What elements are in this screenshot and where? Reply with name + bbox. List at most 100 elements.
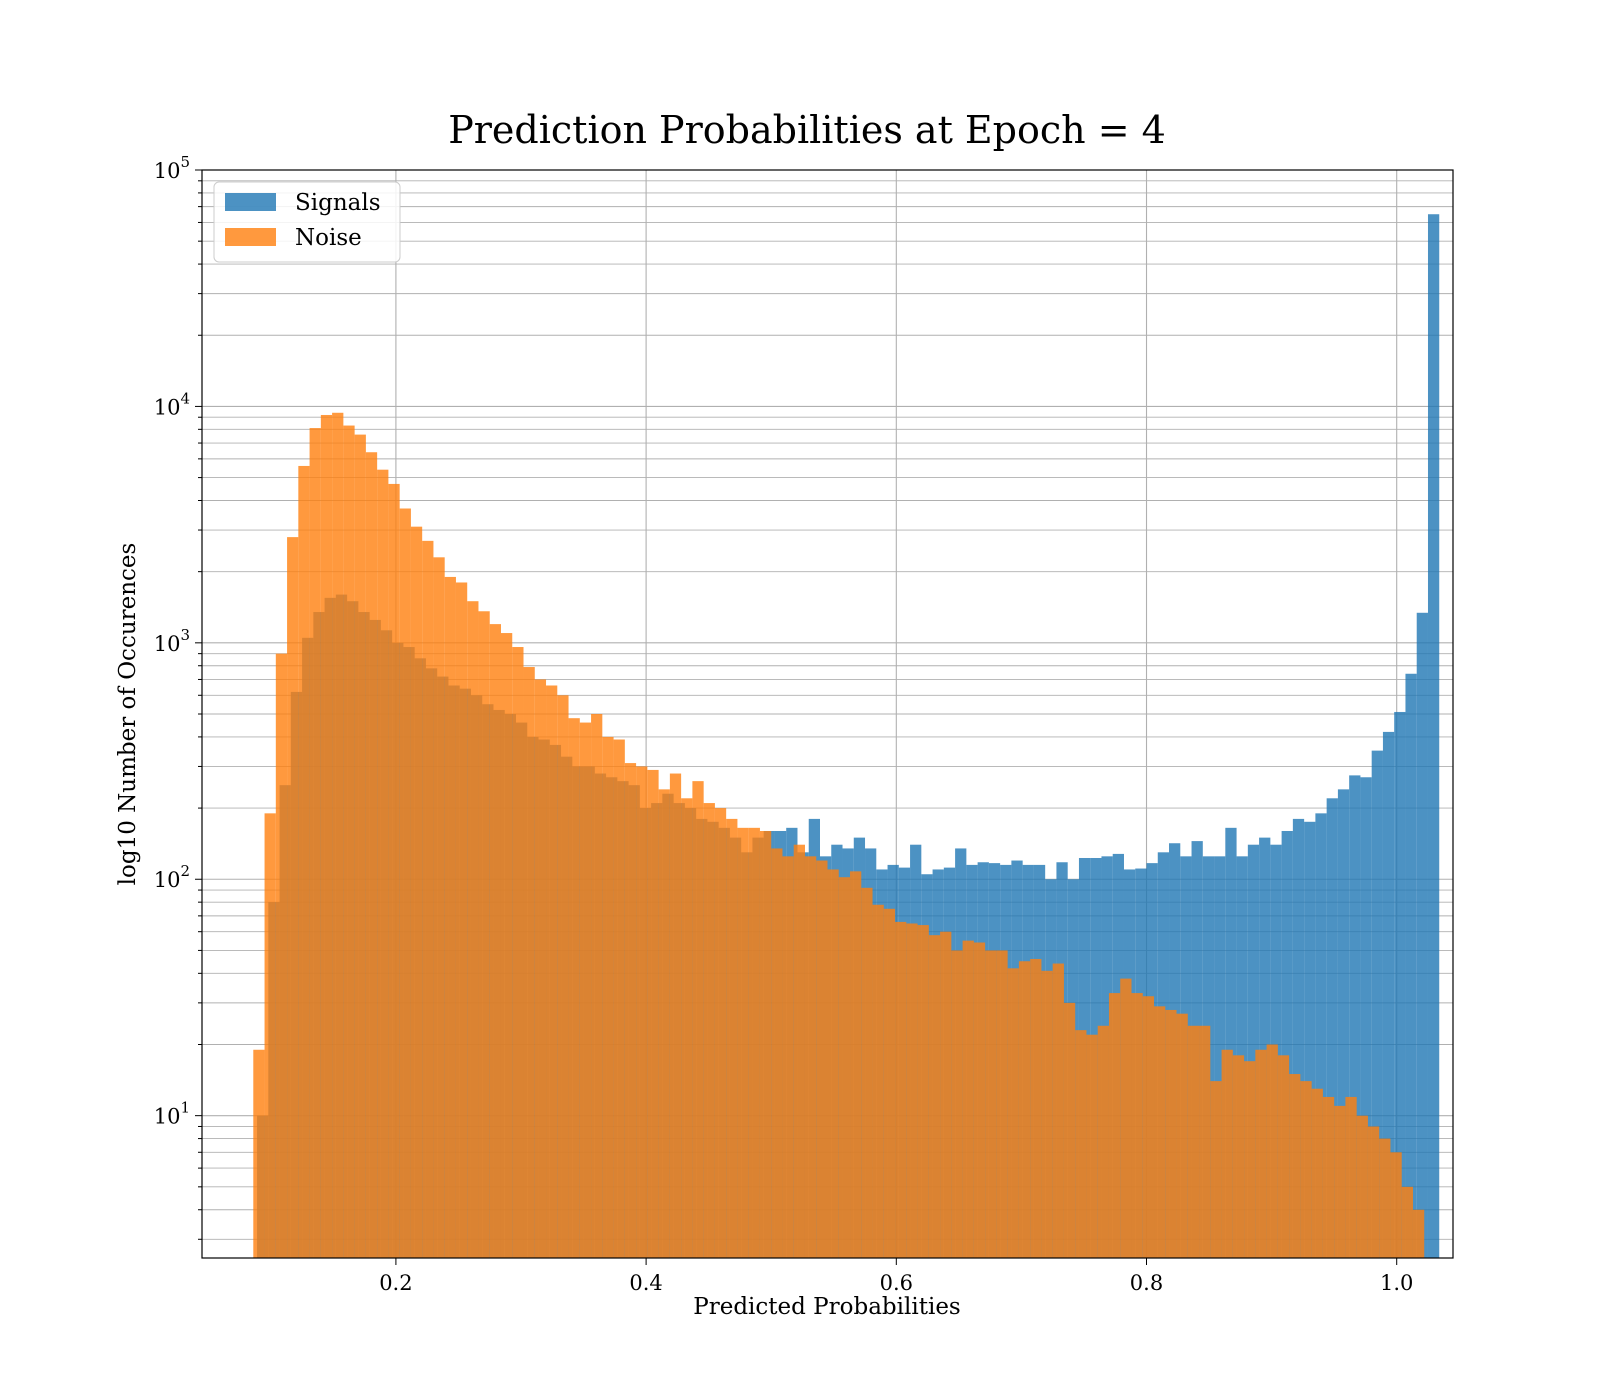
histogram-bar: [1405, 673, 1417, 1258]
histogram-bar: [872, 904, 884, 1258]
histogram-bar: [1379, 1138, 1391, 1258]
histogram-bar: [658, 789, 670, 1258]
x-tick-label: 0.6: [880, 1271, 913, 1295]
histogram-bar: [1086, 1034, 1098, 1258]
histogram-bar: [861, 887, 873, 1258]
histogram-bar: [883, 908, 896, 1258]
legend-swatch-signals: [225, 193, 276, 211]
histogram-bar: [602, 736, 614, 1258]
bars-layer: [253, 214, 1440, 1259]
histogram-bar: [332, 412, 344, 1258]
histogram-bar: [1394, 711, 1406, 1258]
ticks-layer: 101 102 103 104 105 0.2 0.4 0.6 0.8 1.0: [154, 153, 1414, 1295]
histogram-bar: [253, 1049, 265, 1258]
histogram-bar: [917, 925, 929, 1258]
histogram-bar: [534, 679, 547, 1258]
histogram-bar: [512, 647, 524, 1258]
histogram-bar: [1075, 1030, 1087, 1258]
histogram-bar: [624, 763, 637, 1258]
histogram-bar: [1334, 1105, 1346, 1258]
histogram-bar: [365, 452, 378, 1258]
histogram-bar: [996, 950, 1008, 1258]
histogram-bar: [1176, 1013, 1188, 1258]
histogram-bar: [816, 860, 828, 1258]
histogram-bar: [1390, 1152, 1402, 1258]
histogram-bar: [410, 526, 423, 1258]
histogram-bar: [1315, 813, 1327, 1258]
histogram-bar: [895, 921, 907, 1258]
legend-swatch-noise: [225, 228, 276, 246]
histogram-bar: [377, 469, 389, 1258]
y-tick-label: 101: [154, 1099, 190, 1129]
histogram-bar: [1120, 978, 1132, 1258]
histogram-bar: [287, 537, 299, 1258]
histogram-bar: [1199, 1025, 1211, 1258]
histogram-bar: [748, 827, 760, 1258]
histogram-bar: [343, 425, 355, 1258]
histogram-bar: [850, 871, 862, 1258]
x-axis-label: Predicted Probabilities: [693, 1294, 961, 1320]
histogram-bar: [973, 942, 986, 1258]
histogram-bar: [940, 931, 952, 1258]
histogram-bar: [782, 856, 794, 1258]
x-tick-label: 1.0: [1380, 1271, 1413, 1295]
histogram-bar: [1214, 856, 1226, 1258]
histogram-bar: [692, 781, 704, 1258]
histogram-bar: [962, 940, 974, 1258]
histogram-bar: [793, 844, 805, 1258]
histogram-bar: [636, 766, 648, 1258]
chart-title: Prediction Probabilities at Epoch = 4: [448, 108, 1166, 152]
histogram-bar: [455, 582, 468, 1258]
histogram-bar: [951, 950, 963, 1258]
histogram-bar: [467, 601, 479, 1258]
histogram-bar: [737, 827, 749, 1258]
histogram-bar: [1165, 1009, 1177, 1258]
histogram-bar: [1345, 1096, 1357, 1258]
histogram-bar: [681, 798, 693, 1258]
y-tick-label: 103: [154, 626, 190, 656]
histogram-bar: [1300, 1081, 1312, 1258]
x-tick-label: 0.4: [629, 1271, 662, 1295]
histogram-bar: [1142, 996, 1155, 1258]
histogram-bar: [1063, 1002, 1076, 1258]
histogram-bar: [985, 950, 997, 1258]
histogram-bar: [568, 718, 580, 1258]
histogram-bar: [1382, 731, 1395, 1258]
histogram-bar: [838, 877, 851, 1258]
histogram-bar: [1007, 968, 1019, 1258]
histogram-bar: [1131, 993, 1143, 1258]
histogram-bar: [489, 624, 501, 1258]
histogram-bar: [714, 808, 727, 1258]
x-tick-label: 0.2: [379, 1271, 412, 1295]
histogram-bar: [1232, 1055, 1245, 1258]
histogram-bar: [647, 769, 659, 1258]
histogram-bar: [388, 483, 400, 1258]
histogram-bar: [433, 557, 445, 1258]
histogram-bar: [1292, 818, 1305, 1258]
histogram-bar: [1367, 1126, 1380, 1258]
histogram-bar: [906, 923, 918, 1258]
histogram-bar: [579, 722, 592, 1258]
histogram-bar: [1052, 963, 1064, 1258]
histogram-bar: [1255, 1049, 1267, 1258]
histogram-bar: [320, 414, 333, 1258]
histogram-bar: [928, 935, 941, 1258]
histogram-bar: [444, 576, 456, 1258]
histogram-bar: [264, 813, 276, 1258]
histogram-bar: [1041, 970, 1053, 1258]
histogram-bar: [1337, 789, 1350, 1258]
histogram-bar: [1030, 958, 1042, 1258]
histogram-bar: [1247, 844, 1260, 1258]
histogram-bar: [546, 685, 558, 1258]
histogram-bar: [804, 856, 817, 1258]
histogram-bar: [1356, 1115, 1368, 1258]
histogram-bar: [1187, 1025, 1200, 1258]
histogram-bar: [1108, 993, 1121, 1258]
histogram-bar: [1225, 827, 1237, 1258]
histogram-bar: [500, 633, 513, 1258]
histogram-bar: [1277, 1055, 1290, 1258]
histogram-bar: [1349, 775, 1361, 1258]
histogram-bar: [399, 508, 411, 1258]
histogram-bar: [1311, 1088, 1323, 1258]
